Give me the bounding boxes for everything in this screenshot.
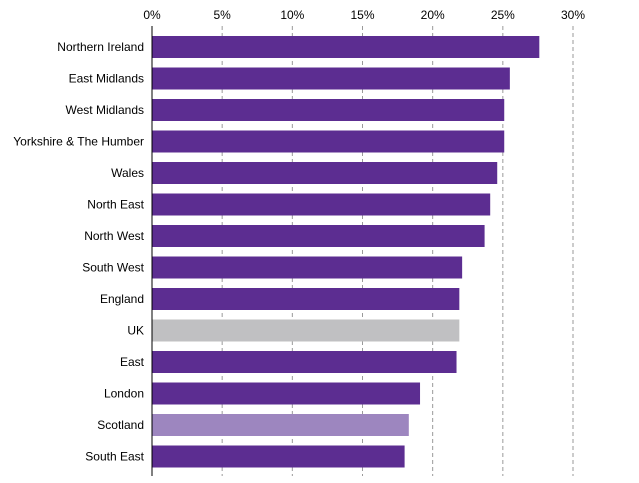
x-tick-label: 30% <box>561 8 585 22</box>
bar <box>152 351 457 373</box>
category-label: North West <box>84 229 144 243</box>
category-labels: Northern Ireland East Midlands West Midlan… <box>13 40 144 464</box>
gridlines <box>221 26 574 476</box>
bar <box>152 319 460 342</box>
x-tick-label: 25% <box>491 8 515 22</box>
x-axis-ticks: 0% 5% 10% 15% 20% 25% 30% <box>143 8 585 22</box>
bar <box>152 36 540 58</box>
bar <box>152 288 460 310</box>
bar <box>152 162 498 184</box>
bar <box>152 193 491 216</box>
category-label: South East <box>85 450 144 464</box>
category-label: Yorkshire & The Humber <box>13 135 144 149</box>
bars <box>152 36 540 468</box>
category-label: England <box>100 292 144 306</box>
category-label: South West <box>82 261 144 275</box>
category-label: UK <box>127 324 144 338</box>
bar <box>152 67 510 90</box>
bar <box>152 99 505 121</box>
bar <box>152 382 421 405</box>
x-tick-label: 5% <box>213 8 231 22</box>
bar <box>152 225 485 247</box>
bar <box>152 130 505 153</box>
category-label: East <box>120 355 145 369</box>
bar <box>152 445 405 468</box>
x-tick-label: 10% <box>280 8 304 22</box>
category-label: London <box>104 387 144 401</box>
category-label: West Midlands <box>66 103 144 117</box>
category-label: North East <box>87 198 144 212</box>
category-label: East Midlands <box>69 72 144 86</box>
bar <box>152 414 409 436</box>
x-tick-label: 20% <box>421 8 445 22</box>
category-label: Scotland <box>97 418 144 432</box>
x-tick-label: 0% <box>143 8 161 22</box>
category-label: Wales <box>111 166 144 180</box>
bar <box>152 256 463 279</box>
x-tick-label: 15% <box>350 8 374 22</box>
category-label: Northern Ireland <box>57 40 144 54</box>
